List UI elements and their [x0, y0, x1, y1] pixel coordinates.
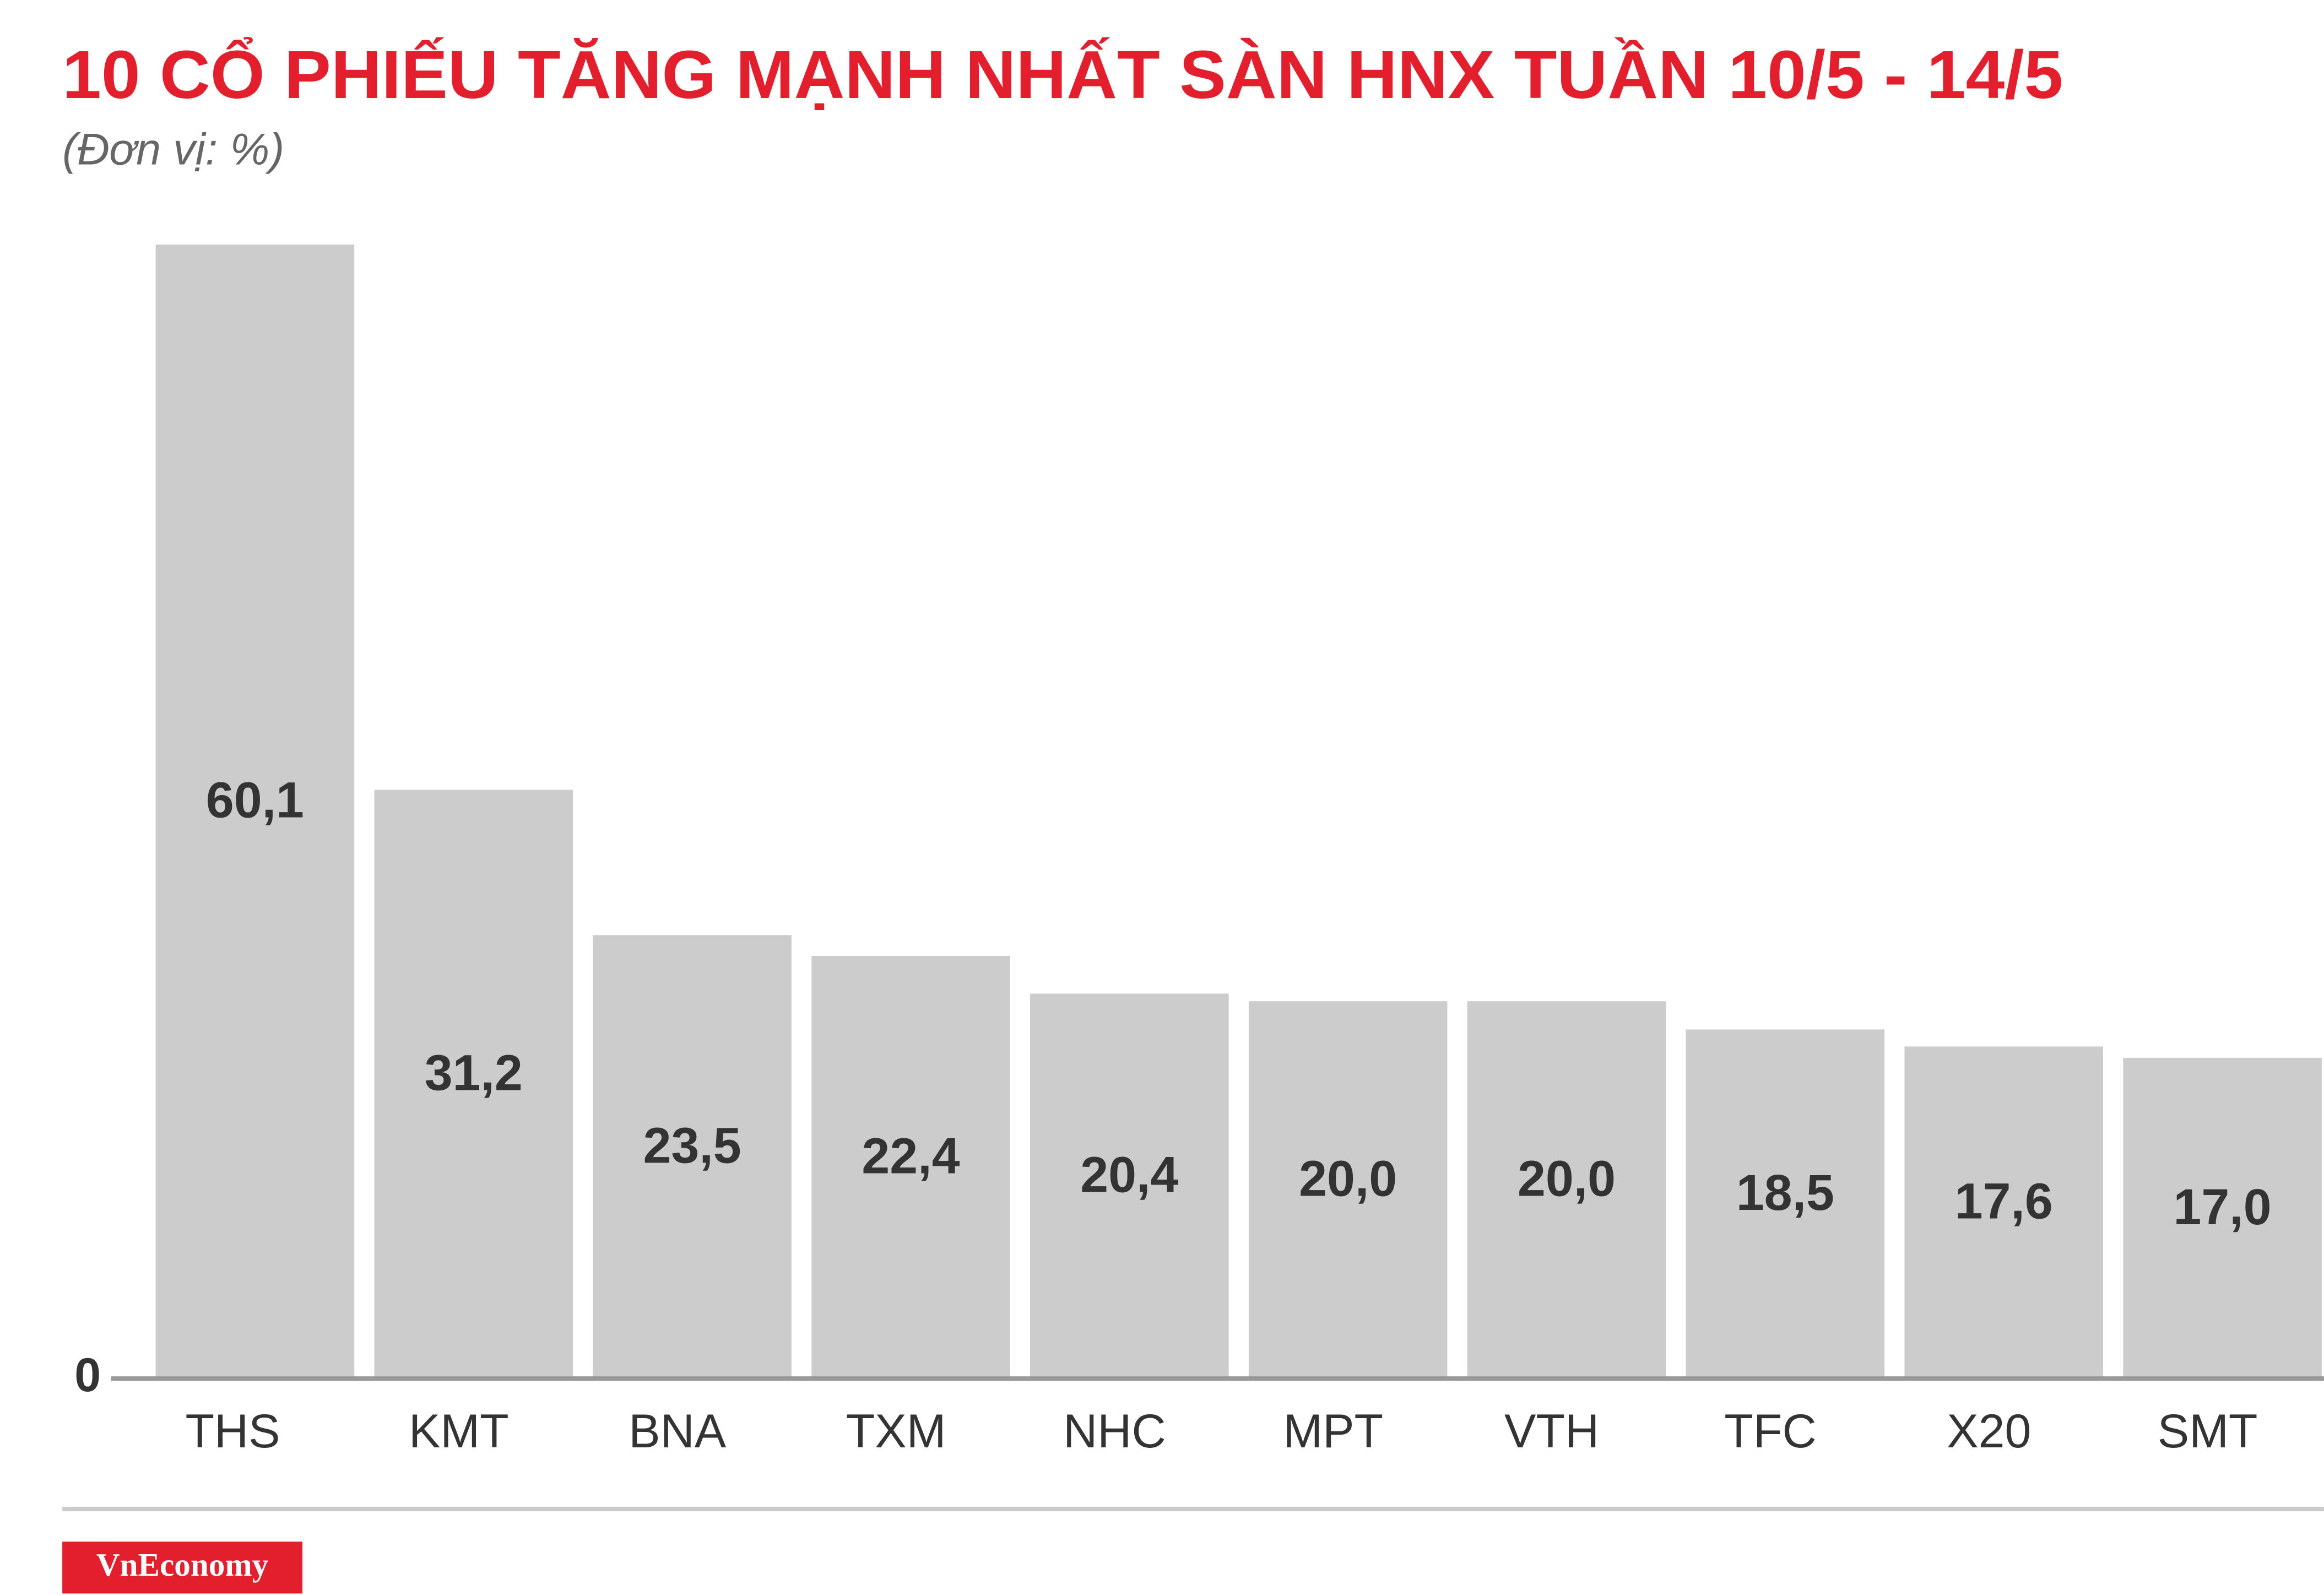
x-tick-label: X20	[1947, 1405, 2031, 1458]
bar	[155, 244, 355, 1379]
value-label: 20,4	[1080, 1147, 1178, 1203]
value-label: 22,4	[862, 1128, 960, 1184]
bar	[811, 955, 1010, 1379]
x-tick-label: KMT	[409, 1405, 509, 1458]
value-label: 20,0	[1299, 1150, 1397, 1207]
bar	[1904, 1046, 2103, 1379]
y-tick-label: 0	[74, 1349, 101, 1402]
chart-title: 10 CỔ PHIẾU TĂNG MẠNH NHẤT SÀN HNX TUẦN …	[62, 36, 2063, 113]
value-label: 17,0	[2174, 1179, 2272, 1235]
x-tick-label: SMT	[2158, 1405, 2258, 1458]
x-tick-label: NHC	[1063, 1405, 1166, 1458]
x-tick-label: VTH	[1504, 1405, 1599, 1458]
value-label: 18,5	[1736, 1165, 1834, 1221]
value-label: 23,5	[643, 1117, 741, 1174]
value-label: 31,2	[425, 1045, 523, 1101]
x-tick-label: BNA	[629, 1405, 727, 1458]
bar	[1467, 1001, 1666, 1379]
x-tick-label: TFC	[1724, 1405, 1816, 1458]
bar	[1686, 1029, 1885, 1379]
logo-box	[62, 1542, 302, 1594]
bar	[1030, 993, 1229, 1379]
logo: VnEconomy	[96, 1547, 269, 1583]
bar	[374, 790, 573, 1379]
bar	[1248, 1001, 1448, 1379]
x-tick-label: THS	[185, 1405, 280, 1458]
x-tick-label: MPT	[1283, 1405, 1383, 1458]
chart-subtitle: (Đơn vị: %)	[62, 125, 284, 174]
value-label: 17,6	[1955, 1173, 2053, 1229]
bar	[593, 935, 792, 1379]
x-tick-label: TXM	[846, 1405, 946, 1458]
value-label: 20,0	[1518, 1150, 1616, 1207]
bar	[2123, 1057, 2322, 1379]
value-label: 60,1	[206, 772, 304, 829]
